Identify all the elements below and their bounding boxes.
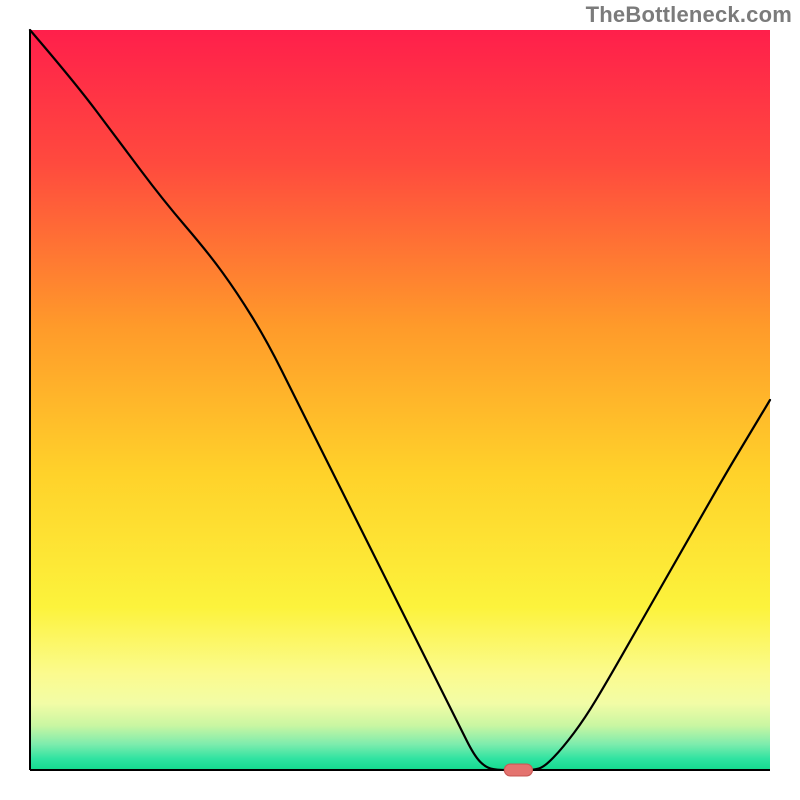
bottleneck-chart: TheBottleneck.com	[0, 0, 800, 800]
watermark-text: TheBottleneck.com	[586, 2, 792, 28]
optimal-marker	[504, 764, 532, 776]
chart-svg	[0, 0, 800, 800]
plot-background	[30, 30, 770, 770]
